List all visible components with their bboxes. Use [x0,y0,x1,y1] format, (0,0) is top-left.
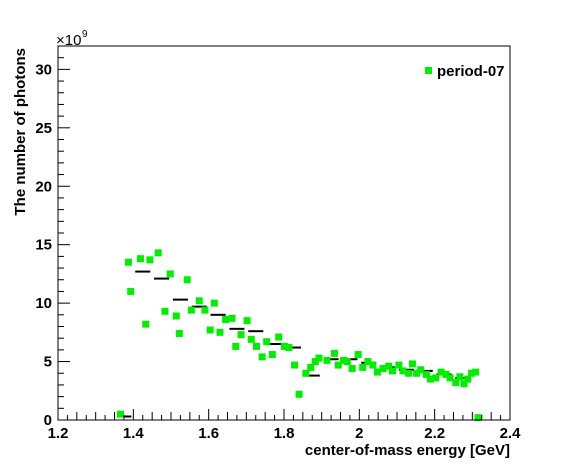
y-tick-label: 30 [35,61,52,78]
y-multiplier-exponent: 9 [82,29,88,40]
y-tick-label: 0 [44,412,52,429]
data-point [472,368,480,376]
axes: 1.2 1.4 1.6 1.8 2 2.2 2.4 0 5 10 15 20 25 30 [35,45,522,442]
data-point [275,333,283,341]
data-point [388,367,396,375]
y-tick-label: 15 [35,237,52,254]
data-point [187,306,195,314]
data-point [302,369,310,377]
data-point [175,330,183,338]
data-point [307,363,315,371]
data-point [432,374,440,382]
data-point [452,379,460,387]
data-point [228,314,236,322]
data-point [413,369,421,377]
data-point [369,361,377,369]
data-point [280,342,288,350]
data-point [268,351,276,359]
data-point [348,365,356,373]
data-point [464,375,472,383]
data-point [166,270,174,278]
data-point [474,414,482,422]
data-point [183,276,191,284]
data-point [117,410,125,418]
x-axis-title: center-of-mass energy [GeV] [305,442,510,459]
data-point [136,255,144,263]
data-point [417,366,425,374]
data-point [263,338,271,346]
data-point [427,375,435,383]
x-tick-label: 1.2 [48,425,69,442]
data-point [359,363,367,371]
data-point [334,361,342,369]
data-point [258,353,266,361]
legend: period-07 [425,63,505,80]
x-tick-label: 1.8 [274,425,295,442]
data-point [142,320,150,328]
data-point [161,307,169,315]
x-tick-label: 1.4 [123,425,145,442]
data-point [340,356,348,364]
y-multiplier-label: ×10 [56,32,81,49]
data-point [373,368,381,376]
y-axis-title: The number of photons [12,48,29,215]
data-point [124,258,132,266]
y-tick-label: 5 [44,354,52,371]
data-point [354,351,362,359]
data-point [253,342,261,350]
data-point [315,354,323,362]
data-point [247,335,255,343]
data-point [237,331,245,339]
data-point [201,306,209,314]
data-point [468,369,476,377]
x-tick-label: 2 [355,425,363,442]
data-point [146,256,154,264]
data-point [422,370,430,378]
x-tick-label: 2.2 [424,425,445,442]
data-point [446,374,454,382]
data-point [295,390,303,398]
y-tick-label: 20 [35,178,52,195]
data-point [206,326,214,334]
y-tick-label: 10 [35,295,52,312]
data-point [442,370,450,378]
data-point [379,365,387,373]
legend-label-period-07: period-07 [437,63,505,80]
plot-marks [117,249,482,422]
data-point [460,380,468,388]
data-point [243,317,251,325]
data-point [210,299,218,307]
data-point [364,358,372,366]
data-point [154,249,162,257]
data-point [456,373,464,381]
data-point [285,344,293,352]
data-point [222,315,230,323]
data-point [311,358,319,366]
x-tick-label: 2.4 [500,425,522,442]
data-point [195,297,203,305]
data-point [385,362,393,370]
data-point [437,368,445,376]
data-point [399,367,407,375]
y-tick-label: 25 [35,120,52,137]
data-point [343,358,351,366]
data-point [330,349,338,357]
data-point [232,342,240,350]
x-tick-label: 1.6 [198,425,219,442]
data-point [291,361,299,369]
data-point [127,287,135,295]
data-point [408,360,416,368]
data-point [405,369,413,377]
data-point [216,328,224,336]
legend-marker-period-07 [425,67,432,74]
data-point [323,356,331,364]
data-point [395,361,403,369]
data-point [172,312,180,320]
